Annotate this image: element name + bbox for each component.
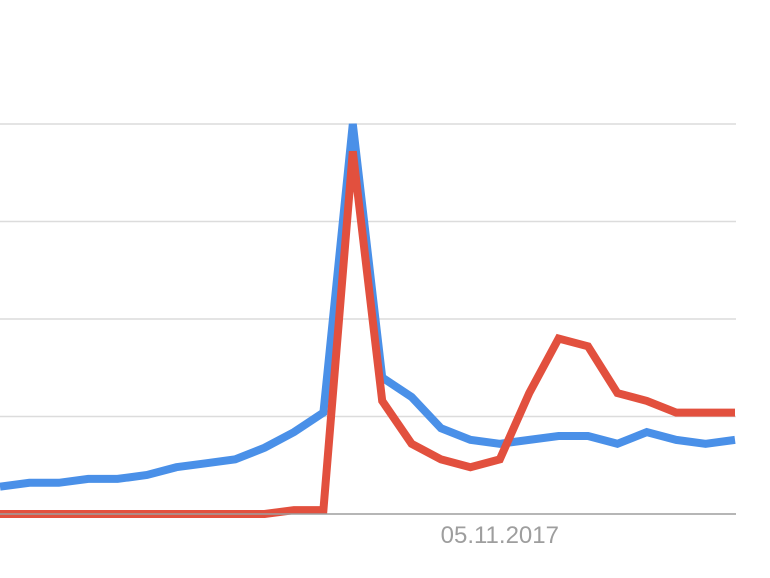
axis-layer: 05.11.2017 (0, 513, 736, 549)
x-tick-label-0: 05.11.2017 (441, 522, 559, 549)
series-line-1 (0, 150, 735, 518)
